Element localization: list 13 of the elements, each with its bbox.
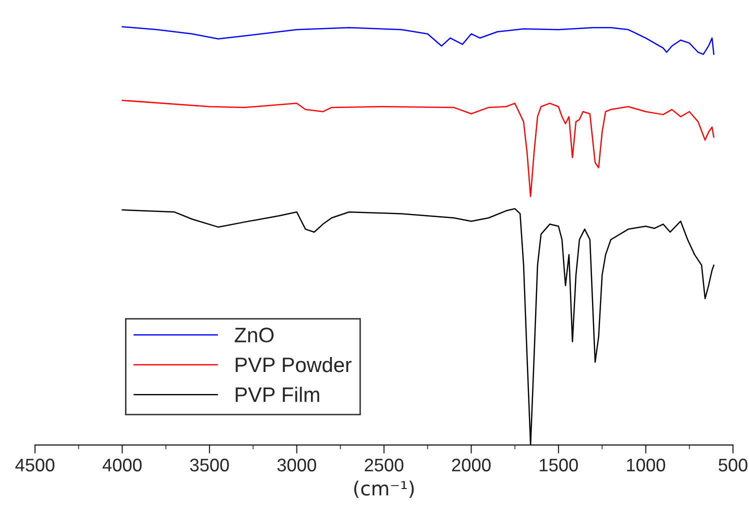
- x-tick-label: 4500: [15, 458, 54, 472]
- x-tick-label: 3500: [190, 458, 229, 472]
- x-tick-label: 1500: [540, 458, 578, 472]
- x-tick-label: 3000: [277, 458, 316, 472]
- legend-label: PVP Film: [236, 386, 320, 402]
- legend-label: ZnO: [234, 328, 274, 342]
- x-tick-label: 2000: [452, 458, 491, 472]
- x-tick-label: 1000: [627, 458, 666, 472]
- x-axis-title: (cm⁻¹): [354, 480, 414, 498]
- x-tick-label: 4000: [102, 458, 142, 472]
- x-tick-label: 2500: [364, 458, 404, 472]
- x-tick-label: 500: [718, 458, 748, 472]
- legend-label: PVP Powder: [236, 356, 352, 372]
